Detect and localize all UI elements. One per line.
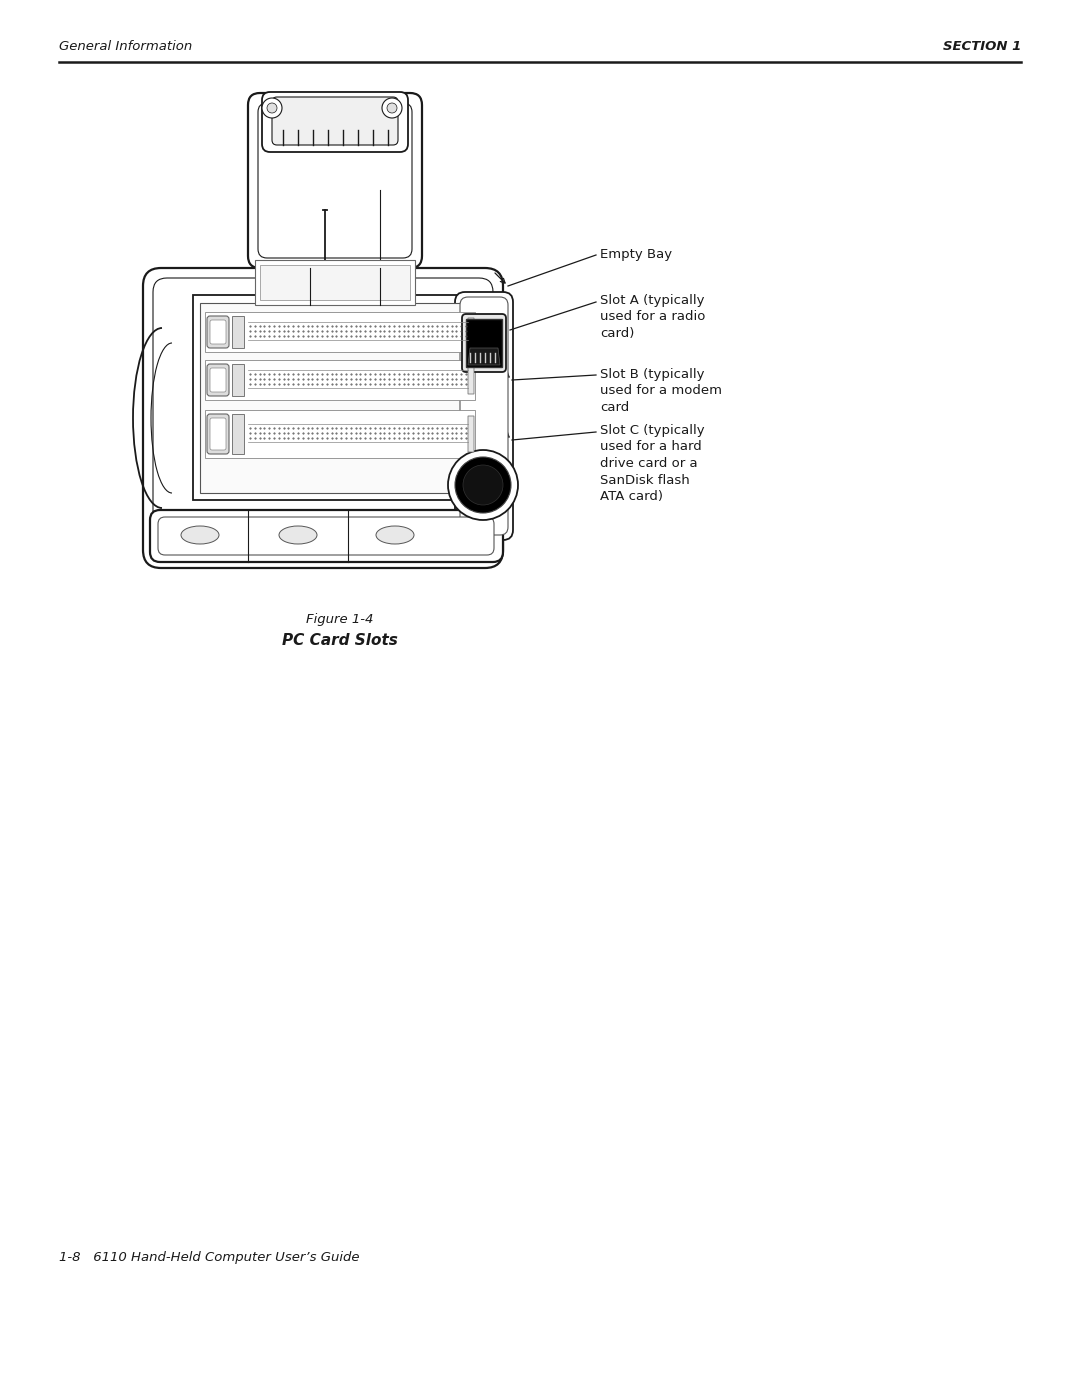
FancyBboxPatch shape (207, 316, 229, 348)
Circle shape (387, 103, 397, 113)
FancyBboxPatch shape (232, 316, 244, 348)
FancyBboxPatch shape (158, 517, 494, 555)
Text: Slot B (typically
used for a modem
card: Slot B (typically used for a modem card (600, 367, 723, 414)
FancyBboxPatch shape (468, 366, 474, 394)
Circle shape (455, 457, 511, 513)
Ellipse shape (279, 527, 318, 543)
FancyBboxPatch shape (232, 365, 244, 395)
Text: 1-8   6110 Hand-Held Computer User’s Guide: 1-8 6110 Hand-Held Computer User’s Guide (59, 1252, 360, 1264)
FancyBboxPatch shape (207, 414, 229, 454)
Circle shape (267, 103, 276, 113)
Ellipse shape (181, 527, 219, 543)
Text: General Information: General Information (59, 41, 192, 53)
FancyBboxPatch shape (143, 268, 503, 569)
FancyBboxPatch shape (260, 265, 410, 300)
Text: Empty Bay: Empty Bay (600, 249, 672, 261)
FancyBboxPatch shape (462, 314, 507, 372)
FancyBboxPatch shape (258, 103, 411, 258)
FancyBboxPatch shape (205, 312, 475, 352)
Circle shape (382, 98, 402, 117)
FancyBboxPatch shape (210, 418, 226, 450)
FancyBboxPatch shape (193, 295, 488, 500)
Circle shape (262, 98, 282, 117)
Circle shape (448, 450, 518, 520)
Text: SECTION 1: SECTION 1 (943, 41, 1021, 53)
FancyBboxPatch shape (200, 303, 480, 493)
FancyBboxPatch shape (465, 319, 502, 367)
FancyBboxPatch shape (262, 92, 408, 152)
FancyBboxPatch shape (468, 319, 474, 346)
FancyBboxPatch shape (248, 94, 422, 268)
FancyBboxPatch shape (153, 278, 492, 557)
Text: PC Card Slots: PC Card Slots (282, 633, 397, 648)
FancyBboxPatch shape (205, 409, 475, 458)
FancyBboxPatch shape (210, 320, 226, 344)
Text: Slot C (typically
used for a hard
drive card or a
SanDisk flash
ATA card): Slot C (typically used for a hard drive … (600, 425, 704, 503)
Circle shape (463, 465, 503, 504)
Text: Slot A (typically
used for a radio
card): Slot A (typically used for a radio card) (600, 293, 705, 339)
FancyBboxPatch shape (460, 298, 508, 535)
FancyBboxPatch shape (207, 365, 229, 395)
FancyBboxPatch shape (272, 96, 399, 145)
Text: Figure 1-4: Figure 1-4 (307, 613, 374, 626)
FancyBboxPatch shape (150, 510, 503, 562)
FancyBboxPatch shape (255, 260, 415, 305)
Polygon shape (468, 348, 500, 365)
FancyBboxPatch shape (468, 416, 474, 453)
FancyBboxPatch shape (210, 367, 226, 393)
FancyBboxPatch shape (455, 292, 513, 541)
FancyBboxPatch shape (232, 414, 244, 454)
FancyBboxPatch shape (205, 360, 475, 400)
Ellipse shape (376, 527, 414, 543)
